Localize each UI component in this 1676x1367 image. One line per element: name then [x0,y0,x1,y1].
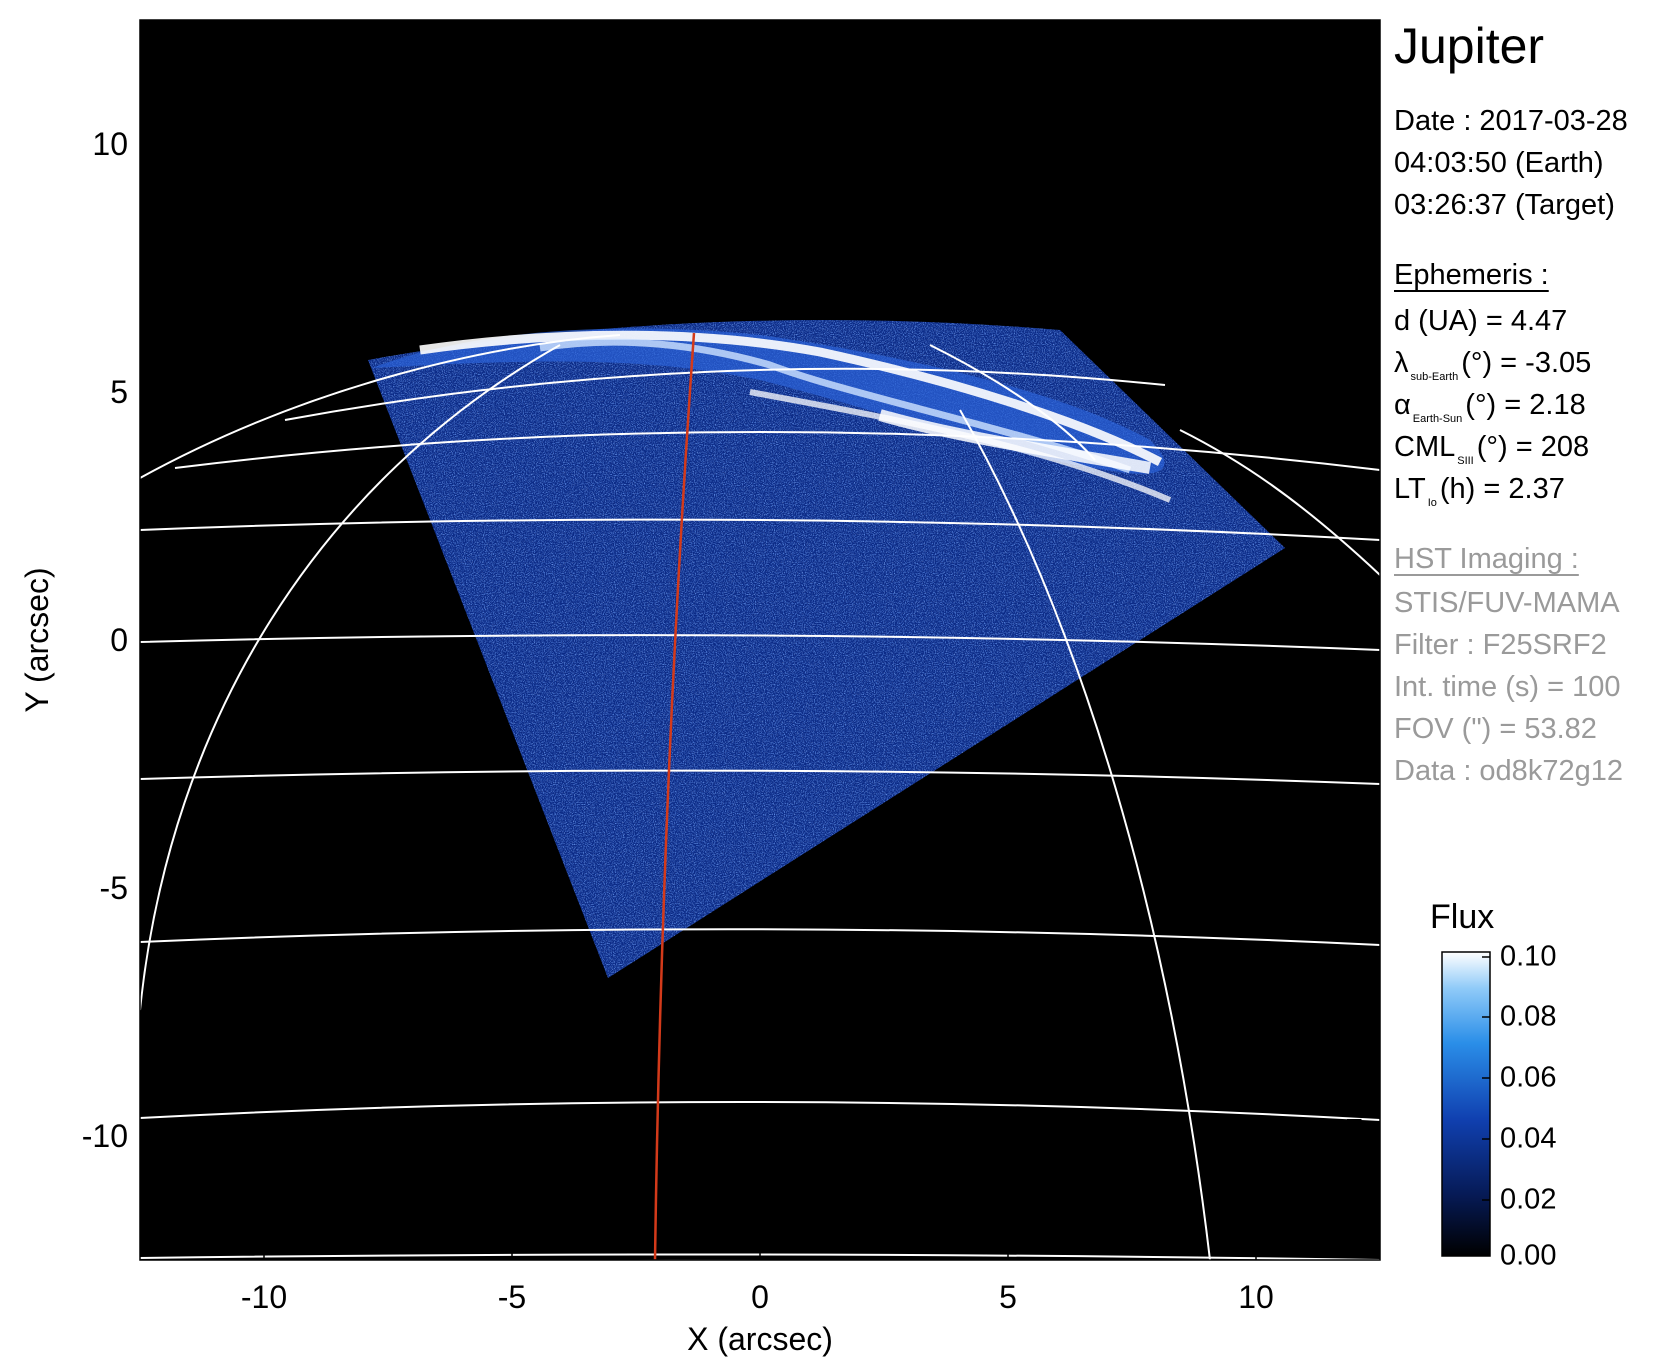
distance-line: d (UA) = 4.47 [1394,305,1568,337]
earth-time: 04:03:50 (Earth) [1394,147,1604,179]
cml-line: CML SIII (°) = 208 [1394,426,1589,482]
lambda-value: (°) = -3.05 [1461,347,1592,379]
y-tick-label: -5 [100,870,128,906]
colorbar-tick-label: 0.02 [1500,1183,1557,1216]
colorbar [1441,951,1491,1257]
longitude-grid [140,334,1380,1260]
x-tick-label: 10 [1238,1279,1274,1315]
alpha-line: α Earth-Sun (°) = 2.18 [1394,384,1586,440]
cml-value: (°) = 208 [1476,431,1590,463]
colorbar-tick-label: 0.08 [1500,1000,1557,1033]
x-tick-marks [263,20,1257,1260]
x-tick-label: -5 [498,1279,526,1315]
lt-symbol: LT [1394,473,1426,505]
colorbar-tick-label: 0.00 [1500,1239,1557,1272]
colorbar-title: Flux [1430,898,1495,936]
target-time: 03:26:37 (Target) [1394,189,1615,221]
y-tick-label: 5 [110,374,128,410]
filter-line: Filter : F25SRF2 [1394,629,1607,661]
alpha-symbol: α [1394,389,1411,421]
instrument-line: STIS/FUV-MAMA [1394,587,1620,619]
y-tick-label: 0 [110,622,128,658]
date-line: Date : 2017-03-28 [1394,105,1628,137]
x-tick-label: 5 [999,1279,1017,1315]
colorbar-tick-label: 0.10 [1500,940,1557,973]
fov-line: FOV (") = 53.82 [1394,713,1597,745]
alpha-value: (°) = 2.18 [1465,389,1586,421]
lambda-line: λ sub-Earth (°) = -3.05 [1394,342,1591,398]
x-axis-label: X (arcsec) [687,1321,833,1357]
lambda-symbol: λ [1394,347,1409,379]
lambda-subscript: sub-Earth [1410,371,1459,383]
colorbar-tick-label: 0.04 [1500,1122,1557,1155]
cml-subscript: SIII [1457,455,1474,467]
y-tick-marks [140,143,1380,1137]
colorbar-tick-label: 0.06 [1500,1061,1557,1094]
x-tick-label: -10 [241,1279,287,1315]
hst-header: HST Imaging : [1394,543,1579,575]
lt-line: LT Io (h) = 2.37 [1394,468,1565,524]
observed-region-speckle [368,320,1285,978]
latitude-grid [140,367,1380,1260]
alpha-subscript: Earth-Sun [1412,413,1463,425]
lt-subscript: Io [1427,497,1437,509]
int-time-line: Int. time (s) = 100 [1394,671,1621,703]
y-tick-label: -10 [82,1118,128,1154]
cml-symbol: CML [1394,431,1456,463]
data-id-line: Data : od8k72g12 [1394,755,1623,787]
ephemeris-header: Ephemeris : [1394,259,1549,291]
lt-value: (h) = 2.37 [1439,473,1565,505]
colorbar-unit-label: (counts.s⁻¹) [1336,1024,1368,1172]
planet-title: Jupiter [1394,18,1545,74]
y-tick-label: 10 [92,126,128,162]
central-meridian [653,332,696,1260]
colorbar-tick-marks [1482,956,1490,1201]
x-tick-label: 0 [751,1279,769,1315]
y-axis-label: Y (arcsec) [19,567,55,712]
